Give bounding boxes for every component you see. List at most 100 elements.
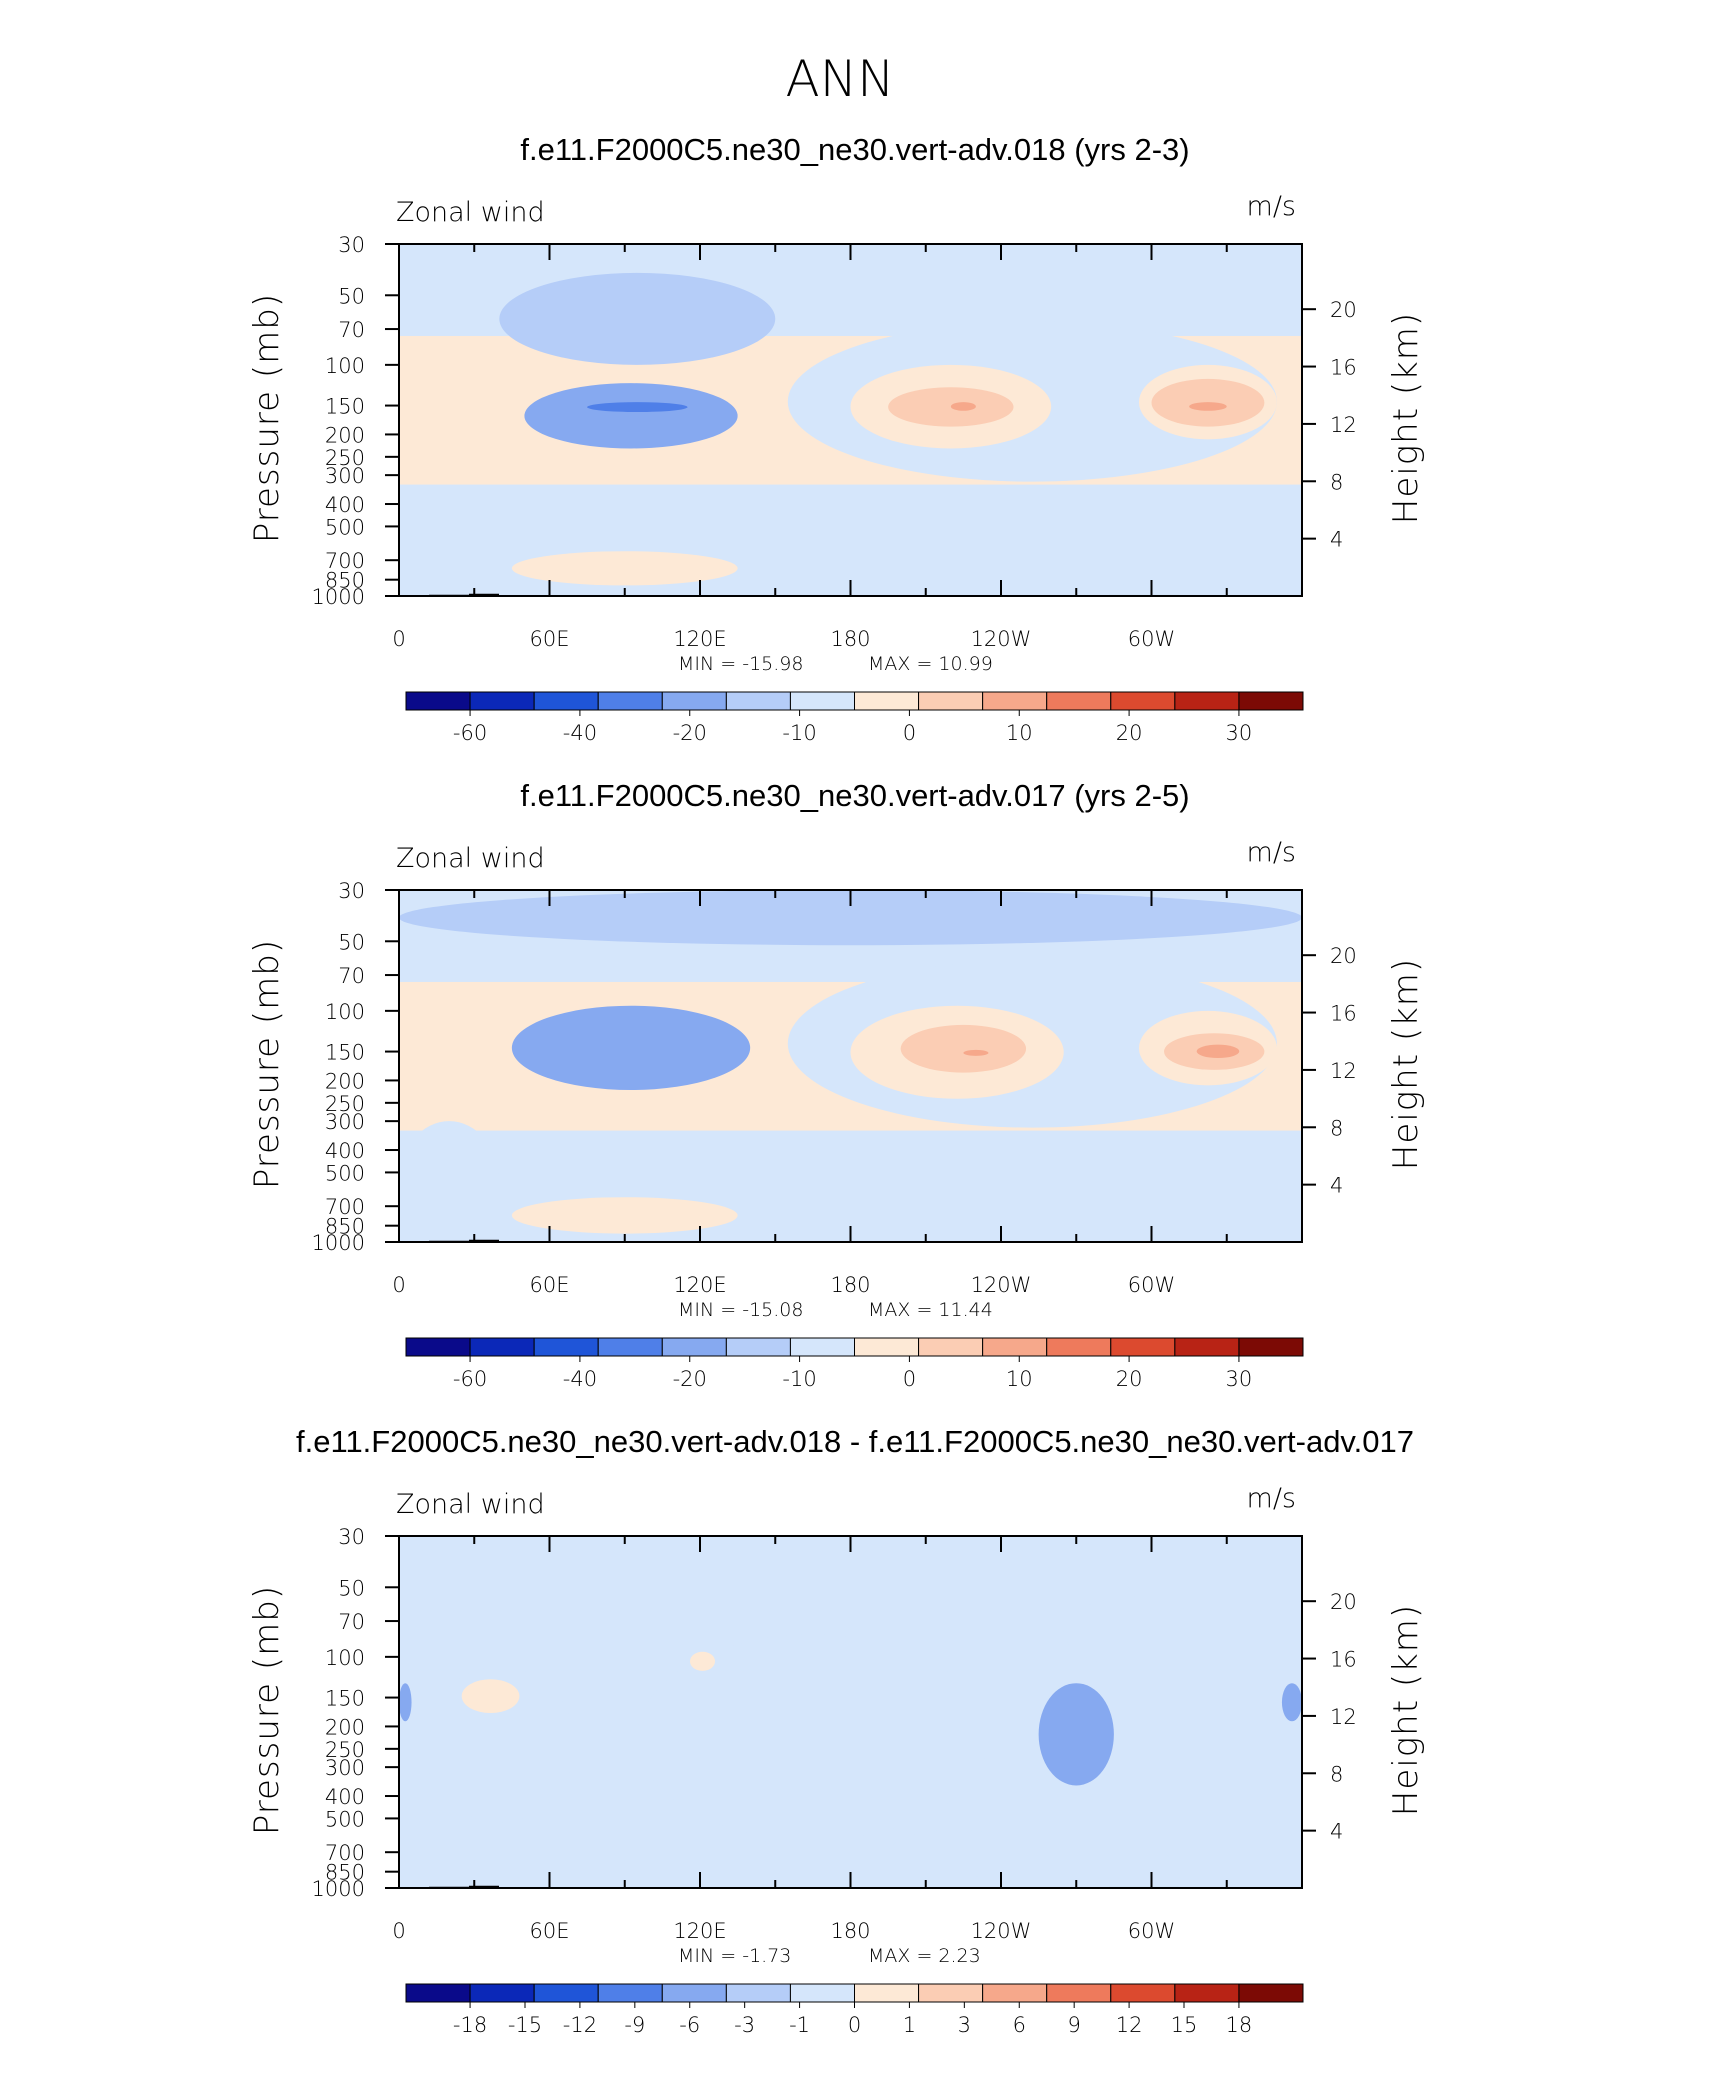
colorbar-label: 12 (1116, 2013, 1143, 2037)
colorbar-swatch (533, 691, 599, 711)
colorbar-swatch (725, 1337, 791, 1357)
y-tick-label: 300 (325, 464, 365, 488)
contour-region (637, 1634, 989, 1841)
x-tick-label: 60W (1128, 627, 1176, 651)
colorbar-label: 0 (903, 721, 916, 745)
lower-negative-band (399, 484, 1302, 596)
y-right-tick-label: 20 (1330, 1590, 1357, 1614)
y-right-tick-label: 20 (1330, 944, 1357, 968)
y-tick-label: 30 (338, 879, 365, 903)
colorbar: -18 -15 -12 -9 -6 -3 -1 0 1 3 6 9 12 15 18 (405, 1983, 1304, 2037)
colorbar-label: 15 (1171, 2013, 1198, 2037)
y-tick-label: 250 (325, 1092, 365, 1116)
colorbar-label: -12 (563, 2013, 597, 2037)
colorbar-label: 18 (1226, 2013, 1253, 2037)
x-tick-label: 180 (830, 1919, 870, 1943)
y-axis-label: Pressure (mb) (247, 939, 287, 1189)
y-right-tick-label: 20 (1330, 298, 1357, 322)
y-tick-label: 250 (325, 1738, 365, 1762)
colorbar-label: -1 (789, 2013, 810, 2037)
contour-region (461, 1679, 520, 1714)
colorbar-swatch (789, 1983, 856, 2003)
colorbar-swatch (854, 1337, 920, 1357)
colorbar-label: -40 (563, 721, 597, 745)
colorbar-swatch (469, 1337, 535, 1357)
colorbar-swatch (1046, 691, 1112, 711)
colorbar-swatch (405, 1983, 471, 2003)
panel-title: f.e11.F2000C5.ne30_ne30.vert-adv.018 - f… (296, 1424, 1414, 1459)
colorbar-label: -10 (782, 1367, 816, 1391)
colorbar-label: -18 (453, 2013, 487, 2037)
y-tick-label: 850 (325, 1861, 365, 1885)
x-tick-label: 120W (971, 1919, 1032, 1943)
colorbar-swatch (469, 691, 535, 711)
colorbar-swatch (597, 1983, 663, 2003)
colorbar-swatch (1238, 1983, 1304, 2003)
colorbar-swatch (918, 691, 984, 711)
y-axis-label: Pressure (mb) (247, 293, 287, 543)
variable-label: Zonal wind (396, 1489, 545, 1520)
colorbar-swatch (1046, 1983, 1112, 2003)
y-axis-label-right: Height (km) (1386, 1604, 1426, 1816)
y-tick-label: 1000 (312, 1877, 365, 1901)
colorbar-swatch (1110, 1337, 1176, 1357)
y-tick-label: 150 (325, 395, 365, 419)
y-tick-label: 700 (325, 1841, 365, 1865)
colorbar-label: -40 (563, 1367, 597, 1391)
min-value: MIN = -15.08 (678, 1299, 803, 1321)
y-right-tick-label: 8 (1330, 1762, 1343, 1786)
colorbar-swatch (1046, 1337, 1112, 1357)
y-tick-label: 50 (338, 1576, 365, 1600)
y-axis-label-right: Height (km) (1386, 958, 1426, 1170)
colorbar-swatch (597, 1337, 663, 1357)
colorbar-label: -60 (453, 1367, 487, 1391)
contour-region (511, 551, 738, 586)
y-tick-label: 200 (325, 1715, 365, 1739)
colorbar-swatch (1174, 1337, 1240, 1357)
y-right-tick-label: 8 (1330, 470, 1343, 494)
y-right-tick-label: 12 (1330, 1059, 1357, 1083)
y-tick-label: 700 (325, 1195, 365, 1219)
y-tick-label: 100 (325, 1646, 365, 1670)
contour-region (399, 1683, 412, 1722)
colorbar-label: 20 (1116, 1367, 1143, 1391)
y-tick-label: 200 (325, 1069, 365, 1093)
y-tick-label: 150 (325, 1687, 365, 1711)
y-tick-label: 500 (325, 1161, 365, 1185)
colorbar-swatch (661, 1983, 727, 2003)
y-tick-label: 50 (338, 930, 365, 954)
colorbar-swatch (1174, 691, 1240, 711)
x-tick-label: 0 (392, 1273, 405, 1297)
colorbar-swatch (597, 691, 663, 711)
colorbar: -60 -40 -20 -10 0 10 20 30 (405, 1337, 1304, 1391)
x-tick-label: 180 (830, 627, 870, 651)
colorbar-swatch (1238, 1337, 1304, 1357)
max-value: MAX = 11.44 (868, 1299, 993, 1321)
min-value: MIN = -1.73 (678, 1945, 791, 1967)
x-tick-label: 180 (830, 1273, 870, 1297)
y-right-tick-label: 4 (1330, 1820, 1343, 1844)
contour-region (587, 402, 688, 413)
y-tick-label: 30 (338, 1525, 365, 1549)
colorbar-label: -15 (508, 2013, 542, 2037)
colorbar-swatch (405, 1337, 471, 1357)
colorbar-label: -10 (782, 721, 816, 745)
colorbar-swatch (789, 1337, 856, 1357)
colorbar-label: 10 (1006, 1367, 1033, 1391)
contour-region (689, 1651, 716, 1671)
colorbar-label: 1 (903, 2013, 916, 2037)
contour-region (1189, 402, 1227, 411)
min-value: MIN = -15.98 (678, 653, 803, 675)
colorbar-label: -20 (673, 721, 707, 745)
y-tick-label: 200 (325, 423, 365, 447)
y-tick-label: 500 (325, 515, 365, 539)
contour-region (499, 272, 776, 365)
x-tick-label: 60W (1128, 1919, 1176, 1943)
y-tick-label: 1000 (312, 585, 365, 609)
x-tick-label: 120W (971, 627, 1032, 651)
colorbar-label: -3 (734, 2013, 755, 2037)
colorbar-swatch (1238, 691, 1304, 711)
contour-region (900, 1024, 1027, 1073)
max-value: MAX = 2.23 (868, 1945, 981, 1967)
